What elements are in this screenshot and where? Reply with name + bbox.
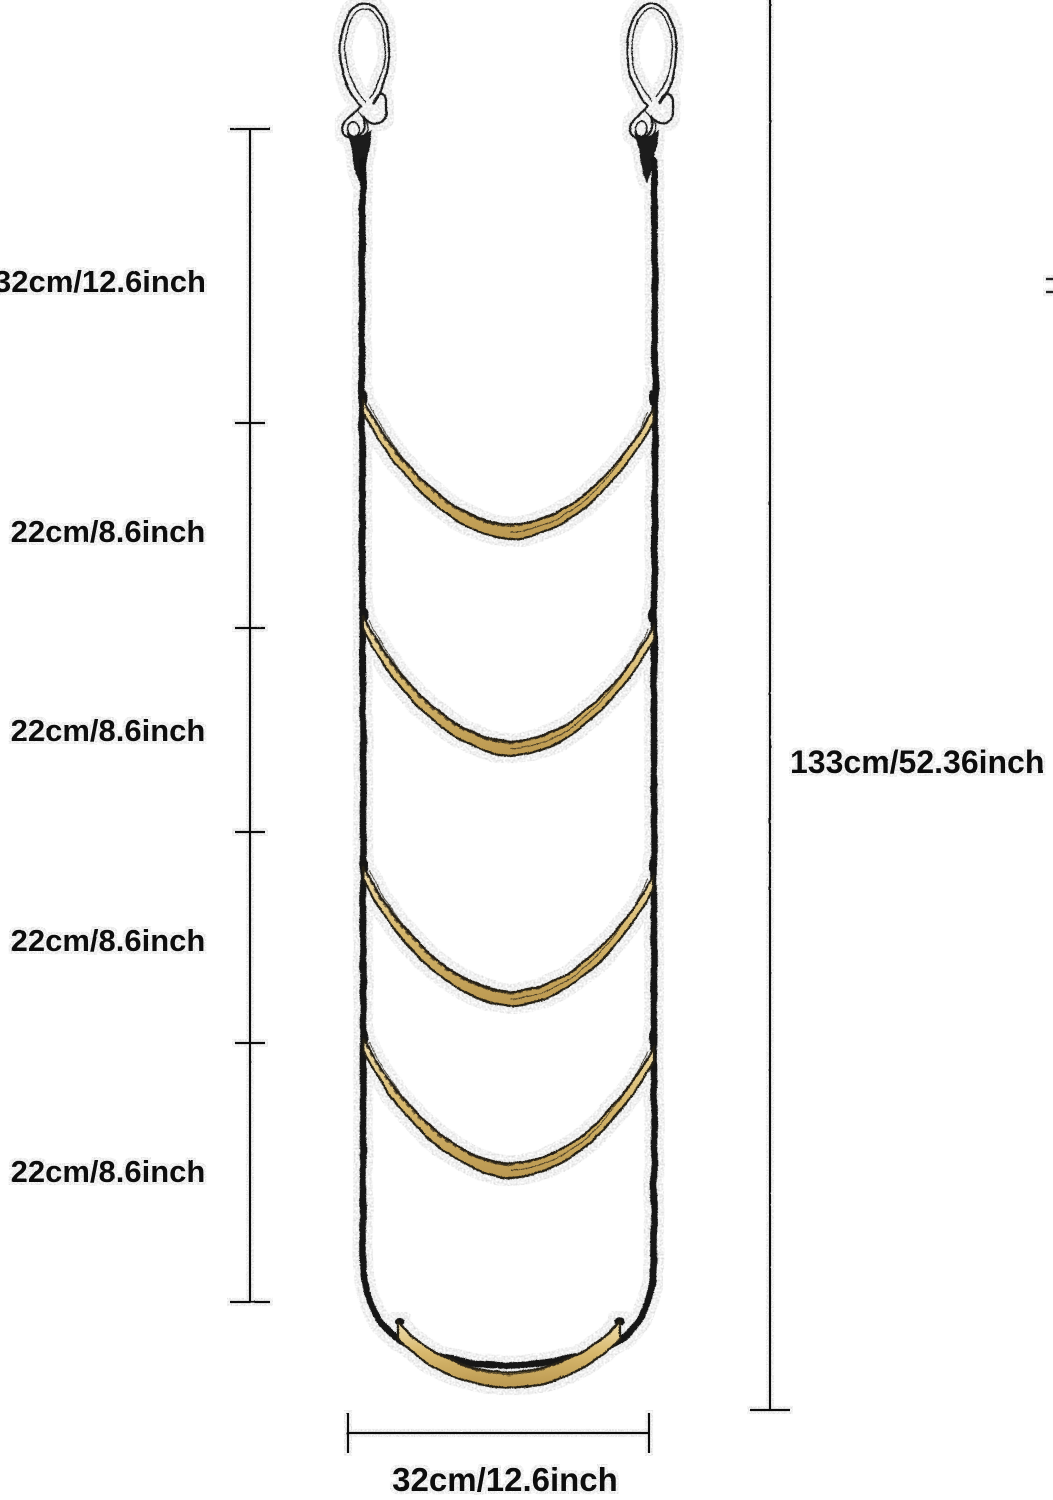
svg-text:22cm/8.6inch: 22cm/8.6inch <box>11 1154 206 1189</box>
svg-text:32cm/12.6inch: 32cm/12.6inch <box>0 264 206 299</box>
svg-text:32cm/12.6inch: 32cm/12.6inch <box>392 1461 618 1498</box>
svg-text:22cm/8.6inch: 22cm/8.6inch <box>11 713 206 748</box>
svg-text:22cm/8.6inch: 22cm/8.6inch <box>11 514 206 549</box>
svg-text:133cm/52.36inch: 133cm/52.36inch <box>790 744 1044 780</box>
svg-text:22cm/8.6inch: 22cm/8.6inch <box>11 923 206 958</box>
